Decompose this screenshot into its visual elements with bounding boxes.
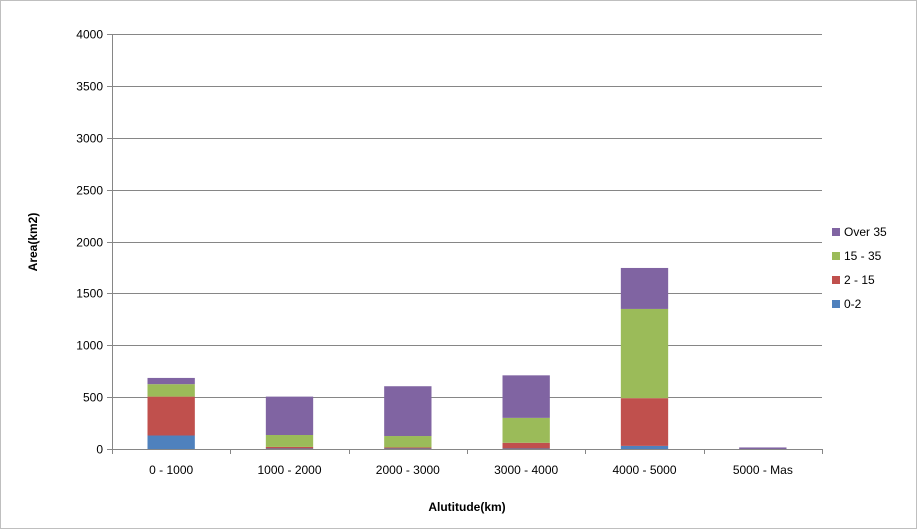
bar-segment xyxy=(620,445,669,449)
x-tick-labels: 0 - 1000 1000 - 2000 2000 - 3000 3000 - 400… xyxy=(149,463,793,477)
legend-label: 15 - 35 xyxy=(844,249,882,263)
legend-swatch xyxy=(832,228,840,236)
y-tick-label: 3000 xyxy=(76,132,103,146)
bar-segment xyxy=(502,417,550,443)
y-tick-label: 0 xyxy=(96,443,103,457)
axes xyxy=(107,34,823,454)
bar-segment xyxy=(384,436,432,448)
bar-segment xyxy=(265,446,314,449)
bar-segment xyxy=(147,384,195,397)
y-tick-label: 1000 xyxy=(76,339,103,353)
legend: Over 35 15 - 35 2 - 15 0-2 xyxy=(832,225,887,311)
bar-segment xyxy=(620,267,669,309)
legend-label: Over 35 xyxy=(844,225,887,239)
bar-segment xyxy=(265,396,314,435)
bar-segment xyxy=(739,447,787,449)
y-tick-label: 2500 xyxy=(76,184,103,198)
x-tick-label: 2000 - 3000 xyxy=(376,463,440,477)
x-tick-label: 4000 - 5000 xyxy=(612,463,676,477)
bar-segment xyxy=(502,375,550,418)
x-tick-label: 5000 - Mas xyxy=(733,463,793,477)
y-tick-label: 4000 xyxy=(76,28,103,42)
bar-segment xyxy=(147,377,195,385)
bar-segment xyxy=(265,448,314,449)
x-tick-label: 1000 - 2000 xyxy=(257,463,321,477)
bar-segment xyxy=(265,434,314,447)
bars xyxy=(147,267,787,449)
legend-label: 0-2 xyxy=(844,297,862,311)
x-axis-title: Alutitude(km) xyxy=(428,500,505,514)
legend-swatch xyxy=(832,300,840,308)
y-tick-label: 500 xyxy=(83,391,103,405)
bar-segment xyxy=(502,442,550,449)
bar-segment xyxy=(620,398,669,446)
legend-label: 2 - 15 xyxy=(844,273,875,287)
x-tick-label: 3000 - 4000 xyxy=(494,463,558,477)
y-tick-label: 1500 xyxy=(76,287,103,301)
legend-swatch xyxy=(832,276,840,284)
bar-segment xyxy=(620,308,669,399)
bar-segment xyxy=(502,448,550,449)
bar-segment xyxy=(384,447,432,449)
y-tick-label: 2000 xyxy=(76,236,103,250)
bar-segment xyxy=(147,435,195,449)
bar-segment xyxy=(384,448,432,449)
gridlines xyxy=(112,34,822,398)
bar-segment xyxy=(147,396,195,436)
legend-swatch xyxy=(832,252,840,260)
y-axis-title: Area(km2) xyxy=(26,213,40,272)
bar-segment xyxy=(384,386,432,437)
y-tick-labels: 0 500 1000 1500 2000 2500 3000 3500 4000 xyxy=(76,28,103,457)
x-tick-label: 0 - 1000 xyxy=(149,463,193,477)
y-tick-label: 3500 xyxy=(76,80,103,94)
